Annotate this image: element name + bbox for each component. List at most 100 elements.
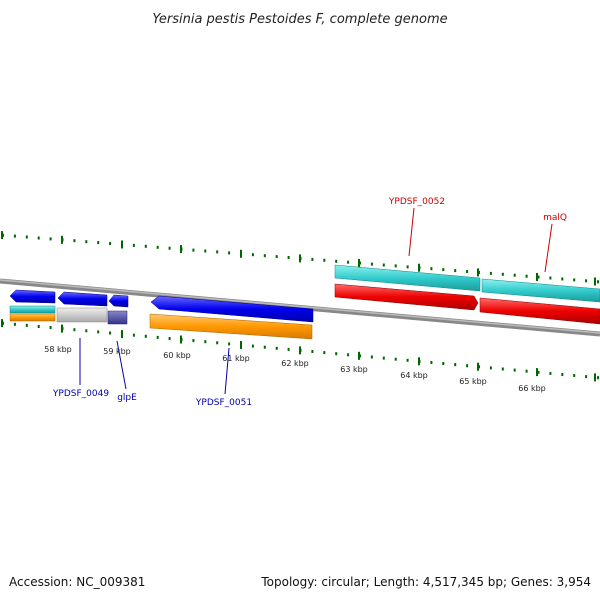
ruler-dot: [442, 362, 445, 365]
scale-label: 58 kbp: [44, 345, 72, 354]
gene-label-glpe[interactable]: glpE: [117, 393, 137, 403]
gene-label-malq[interactable]: malQ: [543, 213, 567, 223]
cds-teal-small[interactable]: [9, 305, 56, 314]
ruler-dot: [228, 251, 231, 255]
ruler-dot: [549, 276, 552, 280]
ruler-dot: [73, 328, 76, 332]
ruler-major-tick: [1, 231, 3, 240]
gene-arrow-small-1[interactable]: [9, 289, 56, 304]
ruler-dot: [466, 270, 469, 273]
cds-orange-0051[interactable]: [149, 313, 313, 340]
ruler-major-tick: [61, 235, 63, 244]
ruler-dot: [49, 326, 52, 329]
scale-label: 60 kbp: [163, 351, 191, 360]
gene-arrow-ypdsf-0049[interactable]: [57, 291, 108, 307]
ruler-dot: [144, 244, 147, 248]
ruler-dot: [25, 235, 28, 239]
ruler-dot: [251, 344, 254, 348]
leader-malq: [544, 223, 553, 273]
cds-orange-small[interactable]: [9, 313, 56, 322]
ruler-dot: [311, 350, 314, 353]
feature-gray[interactable]: [56, 307, 108, 323]
ruler-dot: [216, 250, 219, 254]
gene-arrow-malq[interactable]: [479, 297, 600, 325]
genome-backbone-highlight: [0, 279, 600, 334]
reverse-strand-ruler: [1, 319, 599, 382]
ruler-dot: [263, 345, 266, 349]
ruler-dot: [347, 260, 350, 264]
ruler-dot: [406, 358, 409, 362]
ruler-dot: [37, 236, 40, 240]
ruler-dot: [382, 263, 385, 267]
gene-label-ypdsf-0049[interactable]: YPDSF_0049: [52, 389, 109, 399]
ruler-dot: [156, 245, 159, 249]
ruler-major-tick: [180, 245, 182, 254]
ruler-major-tick: [180, 335, 182, 344]
ruler-dot: [585, 279, 588, 283]
gene-label-ypdsf-0052[interactable]: YPDSF_0052: [388, 197, 445, 207]
ruler-dot: [370, 262, 373, 266]
scale-label: 65 kbp: [459, 377, 487, 386]
cds-teal-malq[interactable]: [481, 278, 600, 303]
ruler-major-tick: [1, 319, 3, 328]
ruler-dot: [228, 342, 231, 346]
ruler-dot: [513, 273, 516, 277]
ruler-dot: [132, 333, 135, 337]
ruler-dot: [454, 269, 457, 273]
ruler-dot: [37, 325, 40, 328]
ruler-dot: [109, 242, 112, 245]
scale-label: 62 kbp: [281, 359, 309, 368]
ruler-dot: [97, 330, 100, 334]
ruler-dot: [192, 339, 195, 343]
ruler-major-tick: [299, 346, 301, 355]
gene-arrow-ypdsf-0051[interactable]: [150, 295, 314, 323]
ruler-dot: [501, 272, 504, 276]
ruler-dot: [537, 275, 540, 279]
ruler-dot: [109, 331, 112, 335]
ruler-dot: [561, 373, 564, 376]
ruler-dot: [311, 257, 314, 261]
cds-teal-0052[interactable]: [334, 264, 481, 292]
ruler-dot: [525, 369, 528, 373]
ruler-major-tick: [240, 249, 242, 258]
ruler-dot: [263, 254, 266, 258]
ruler-major-tick: [121, 330, 123, 339]
ruler-dot: [204, 249, 207, 253]
ruler-dot: [275, 346, 278, 350]
ruler-dot: [132, 243, 135, 247]
ruler-dot: [49, 237, 52, 241]
ruler-dot: [216, 341, 219, 345]
scale-label: 63 kbp: [340, 365, 368, 374]
gene-label-ypdsf-0051[interactable]: YPDSF_0051: [195, 398, 252, 408]
ruler-dot: [370, 355, 373, 359]
ruler-dot: [489, 366, 492, 370]
ruler-dot: [597, 280, 599, 284]
ruler-dot: [466, 364, 469, 368]
gene-arrow-glpe[interactable]: [108, 294, 129, 308]
ruler-dot: [25, 323, 28, 327]
ruler-dot: [406, 265, 409, 269]
ruler-dot: [573, 278, 576, 282]
ruler-dot: [454, 363, 457, 367]
ruler-dot: [323, 258, 326, 262]
ruler-dot: [347, 353, 350, 357]
ruler-major-tick: [358, 259, 360, 267]
ruler-major-tick: [594, 277, 596, 286]
ruler-dot: [537, 370, 540, 374]
ruler-dot: [73, 239, 76, 243]
ruler-dot: [97, 241, 100, 245]
feature-purple[interactable]: [107, 310, 128, 325]
scale-label: 64 kbp: [400, 371, 428, 380]
gene-arrow-ypdsf-0052[interactable]: [334, 283, 479, 311]
ruler-major-tick: [240, 341, 242, 349]
ruler-dot: [192, 248, 195, 252]
ruler-dot: [156, 335, 159, 339]
ruler-dot: [287, 256, 290, 259]
ruler-dot: [501, 367, 504, 371]
genome-summary-text: Topology: circular; Length: 4,517,345 bp…: [260, 575, 591, 589]
ruler-major-tick: [121, 240, 123, 249]
ruler-dot: [85, 329, 88, 333]
ruler-major-tick: [594, 373, 596, 382]
leader-glpe: [116, 340, 127, 390]
